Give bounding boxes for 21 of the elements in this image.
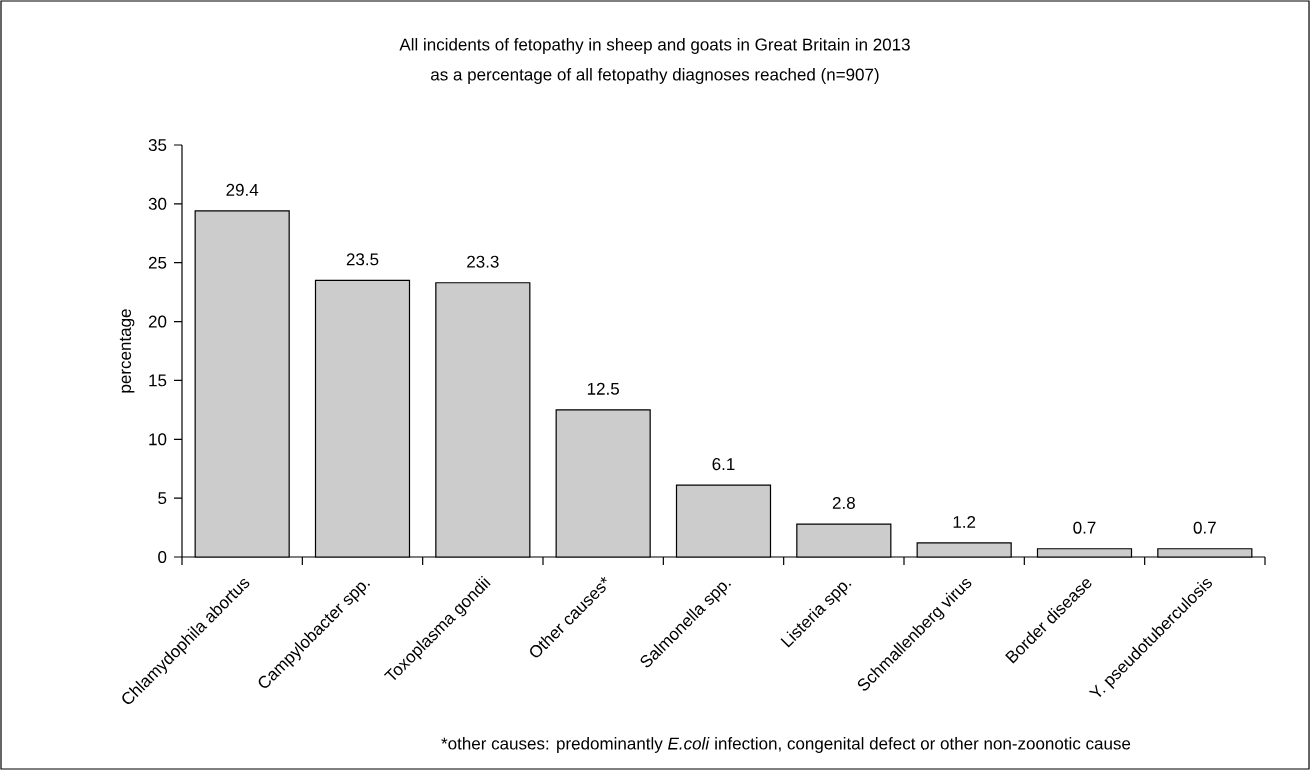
data-label: 2.8 (832, 496, 855, 509)
y-tick-label: 20 (148, 315, 167, 328)
data-label: 0.7 (1193, 521, 1216, 534)
y-tick-label: 5 (158, 492, 167, 505)
chart-title: All incidents of fetopathy in sheep and goats in Great Britain in 2013 (399, 38, 910, 54)
y-tick-label: 25 (148, 256, 167, 269)
y-tick-label: 15 (149, 374, 167, 387)
data-label: 1.2 (953, 515, 976, 528)
y-tick-label: 0 (158, 550, 167, 564)
chart-subtitle: as a percentage of all fetopathy diagnoses reached (n=907) (431, 68, 879, 84)
text: *other causes: predominantly E.coli infection, congenital defect or other non-zoonotic cause (441, 737, 1131, 753)
y-tick-label: 30 (148, 197, 167, 210)
data-label: 12.5 (587, 382, 619, 395)
data-label: 6.1 (712, 458, 735, 471)
y-tick-label: 10 (149, 433, 167, 446)
y-tick-label: 35 (148, 138, 167, 152)
data-label: 0.7 (1073, 521, 1096, 534)
data-label: 23.3 (467, 255, 499, 268)
y-axis-title: percentage (119, 309, 135, 393)
data-label: 23.5 (346, 253, 379, 266)
data-label: 29.4 (226, 183, 259, 196)
